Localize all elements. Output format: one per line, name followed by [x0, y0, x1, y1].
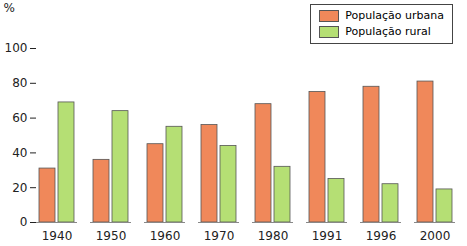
- svg-text:100: 100: [5, 41, 28, 55]
- svg-text:40: 40: [12, 146, 27, 160]
- svg-text:1996: 1996: [366, 229, 397, 243]
- html-text:População urbana: População urbana: [345, 9, 444, 22]
- svg-text:1980: 1980: [258, 229, 289, 243]
- svg-text:0: 0: [20, 215, 28, 229]
- html-text:População rural: População rural: [345, 25, 431, 38]
- svg-text:1950: 1950: [96, 229, 127, 243]
- svg-text:60: 60: [12, 111, 27, 125]
- svg-text:%: %: [4, 1, 15, 15]
- svg-text:80: 80: [12, 76, 27, 90]
- svg-text:1940: 1940: [42, 229, 73, 243]
- svg-text:1991: 1991: [312, 229, 343, 243]
- svg-text:1970: 1970: [204, 229, 235, 243]
- svg-text:2000: 2000: [420, 229, 451, 243]
- svg-text:20: 20: [12, 181, 27, 195]
- svg-text:1960: 1960: [150, 229, 181, 243]
